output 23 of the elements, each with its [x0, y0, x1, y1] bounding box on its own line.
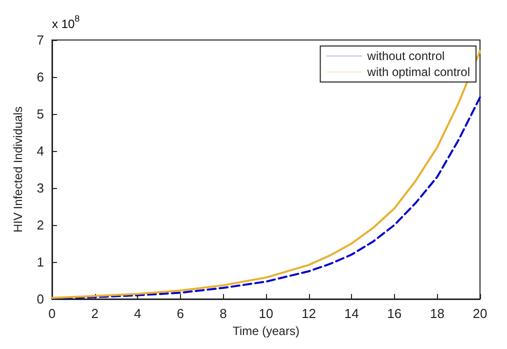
- x-axis-title: Time (years): [232, 324, 300, 338]
- y-tick-label: 5: [36, 106, 44, 122]
- x-tick-label: 10: [258, 306, 274, 321]
- y-tick-label: 7: [36, 32, 44, 48]
- y-tick-label: 6: [36, 70, 44, 84]
- x-tick-label: 8: [220, 306, 227, 321]
- legend-label: without control: [366, 49, 445, 63]
- y-tick-label: 3: [36, 180, 44, 196]
- y-tick-label: 1: [36, 254, 44, 270]
- y-tick-label: 2: [36, 218, 44, 232]
- x-tick-label: 20: [472, 306, 488, 321]
- y-tick-label: 0: [36, 292, 44, 306]
- x-tick-label: 6: [176, 306, 184, 321]
- y-axis-title: HIV Infected Individuals: [11, 106, 25, 233]
- x-tick-label: 16: [387, 306, 402, 321]
- legend-label: with optimal control: [366, 65, 470, 79]
- x-tick-label: 0: [48, 306, 56, 321]
- x-tick-label: 12: [302, 306, 316, 321]
- x-tick-label: 4: [134, 306, 142, 321]
- x-tick-label: 18: [430, 306, 444, 321]
- y-tick-label: 4: [36, 144, 44, 158]
- x-tick-label: 2: [91, 306, 98, 321]
- x-tick-label: 14: [344, 306, 359, 321]
